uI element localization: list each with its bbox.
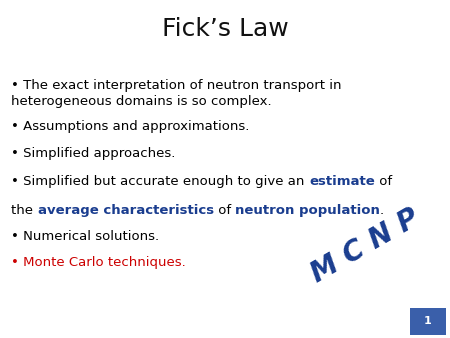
Text: the: the: [11, 204, 37, 217]
Text: .: .: [380, 204, 384, 217]
Text: • Assumptions and approximations.: • Assumptions and approximations.: [11, 120, 250, 132]
Text: Fick’s Law: Fick’s Law: [162, 17, 288, 41]
Text: neutron population: neutron population: [235, 204, 380, 217]
Text: M C N P: M C N P: [306, 204, 424, 288]
Text: • Simplified approaches.: • Simplified approaches.: [11, 147, 176, 161]
Bar: [410, 309, 446, 335]
Text: • Monte Carlo techniques.: • Monte Carlo techniques.: [11, 257, 186, 269]
Text: Nuclear Reactor Theory, JU, Second Semester, 2008-2009
(Saed Dababneh).: Nuclear Reactor Theory, JU, Second Semes…: [9, 311, 252, 331]
Text: of: of: [214, 204, 235, 217]
Text: estimate: estimate: [309, 175, 374, 188]
Text: • Numerical solutions.: • Numerical solutions.: [11, 230, 159, 243]
Text: average characteristics: average characteristics: [37, 204, 214, 217]
Text: of: of: [374, 175, 392, 188]
Text: • Simplified but accurate enough to give an: • Simplified but accurate enough to give…: [11, 175, 309, 188]
Text: 1: 1: [423, 316, 432, 326]
Text: • The exact interpretation of neutron transport in
heterogeneous domains is so c: • The exact interpretation of neutron tr…: [11, 79, 342, 107]
